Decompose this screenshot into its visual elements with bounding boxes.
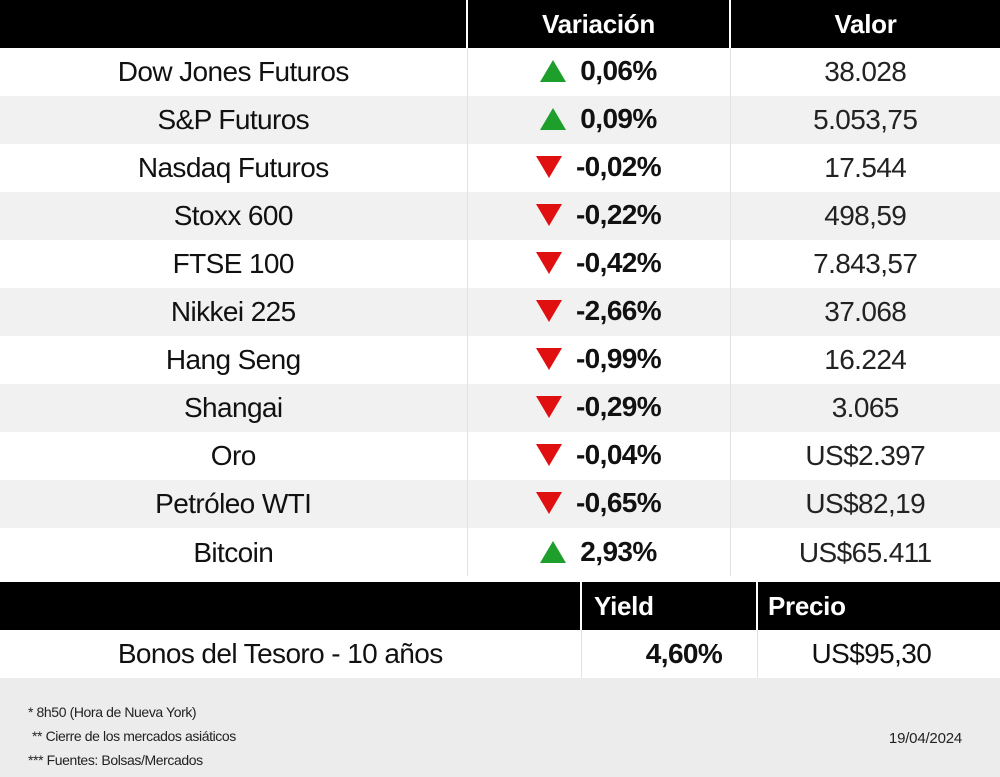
market-name: Nikkei 225 [0,288,467,336]
triangle-down-icon [535,492,562,514]
header-value: Valor [730,0,1000,48]
market-variation-cell: -0,29% [466,384,730,432]
bonds-header-row: Yield Precio [0,582,1000,630]
market-value: 37.068 [729,288,1000,336]
market-row: Bitcoin 2,93% US$65.411 [0,528,1000,577]
market-row: Stoxx 600 -0,22% 498,59 [0,192,1000,240]
market-variation-cell: 0,09% [466,96,730,144]
market-variation-cell: -0,65% [466,480,730,528]
market-variation: -0,29% [575,391,662,422]
report-date: 19/04/2024 [888,730,962,747]
market-variation-cell: -0,02% [466,144,730,192]
market-name: Hang Seng [0,336,467,384]
footer: * 8h50 (Hora de Nueva York) ** Cierre de… [0,679,1000,777]
markets-table: Variación Valor Dow Jones Futuros 0,06% 38… [0,0,1000,577]
market-value: US$2.397 [729,432,1000,480]
market-value: 3.065 [729,384,1000,432]
header-variation: Variación [467,0,731,48]
triangle-down-icon [535,444,562,466]
footnote-sources: *** Fuentes: Bolsas/Mercados [28,752,203,768]
market-name: Nasdaq Futuros [0,144,467,192]
market-name: Shangai [0,384,467,432]
market-variation: -0,02% [575,151,662,182]
triangle-down-icon [535,204,562,226]
market-row: Hang Seng -0,99% 16.224 [0,336,1000,384]
market-name: S&P Futuros [0,96,467,144]
market-value: 16.224 [729,336,1000,384]
bond-price: US$95,30 [756,630,1000,678]
market-row: FTSE 100 -0,42% 7.843,57 [0,240,1000,288]
bonds-header-yield: Yield [580,582,757,630]
bond-yield: 4,60% [580,630,757,678]
market-row: Shangai -0,29% 3.065 [0,384,1000,432]
triangle-down-icon [535,348,562,370]
market-variation: -2,66% [575,295,662,326]
market-variation-cell: -0,42% [466,240,730,288]
market-row: Nikkei 225 -2,66% 37.068 [0,288,1000,336]
market-variation-cell: -2,66% [466,288,730,336]
bond-name: Bonos del Tesoro - 10 años [0,630,581,678]
header-name [0,0,468,48]
market-variation: 0,09% [580,103,657,134]
market-variation: -0,42% [575,247,662,278]
market-variation: 0,06% [580,55,657,86]
market-value: 5.053,75 [729,96,1000,144]
market-variation: -0,04% [575,439,662,470]
triangle-up-icon [540,108,567,130]
market-variation-cell: -0,04% [466,432,730,480]
market-value: US$82,19 [729,480,1000,528]
market-value: US$65.411 [729,528,1000,577]
market-variation-cell: 0,06% [466,48,730,96]
market-name: Petróleo WTI [0,480,467,528]
triangle-down-icon [535,156,562,178]
bonds-header-price: Precio [756,582,1000,630]
market-row: Petróleo WTI -0,65% US$82,19 [0,480,1000,528]
triangle-down-icon [535,252,562,274]
market-name: Bitcoin [0,528,467,577]
triangle-down-icon [535,396,562,418]
market-row: Dow Jones Futuros 0,06% 38.028 [0,48,1000,96]
market-variation: -0,65% [575,487,662,518]
triangle-up-icon [540,540,567,563]
market-row: Nasdaq Futuros -0,02% 17.544 [0,144,1000,192]
market-value: 38.028 [729,48,1000,96]
market-variation-cell: -0,99% [466,336,730,384]
bonds-row: Bonos del Tesoro - 10 años 4,60% US$95,3… [0,630,1000,678]
markets-body: Dow Jones Futuros 0,06% 38.028 S&P Futuros 0… [0,48,1000,577]
market-value: 498,59 [729,192,1000,240]
market-name: Stoxx 600 [0,192,467,240]
triangle-up-icon [540,60,567,82]
market-variation: -0,99% [575,343,662,374]
footnotes: * 8h50 (Hora de Nueva York) ** Cierre de… [28,700,236,772]
market-name: Dow Jones Futuros [0,48,467,96]
market-name: FTSE 100 [0,240,467,288]
triangle-down-icon [535,300,562,322]
market-variation-cell: -0,22% [466,192,730,240]
market-value: 7.843,57 [729,240,1000,288]
bonds-table: Yield Precio Bonos del Tesoro - 10 años … [0,582,1000,678]
section-divider [0,576,1000,582]
footnote-asian-close: ** Cierre de los mercados asiáticos [32,728,236,744]
market-value: 17.544 [729,144,1000,192]
market-variation-cell: 2,93% [466,528,730,577]
market-variation: -0,22% [575,199,662,230]
footnote-time: * 8h50 (Hora de Nueva York) [28,704,197,720]
bonds-header-name [0,582,581,630]
market-variation: 2,93% [580,535,657,567]
market-name: Oro [0,432,467,480]
markets-header-row: Variación Valor [0,0,1000,48]
market-row: Oro -0,04% US$2.397 [0,432,1000,480]
market-row: S&P Futuros 0,09% 5.053,75 [0,96,1000,144]
